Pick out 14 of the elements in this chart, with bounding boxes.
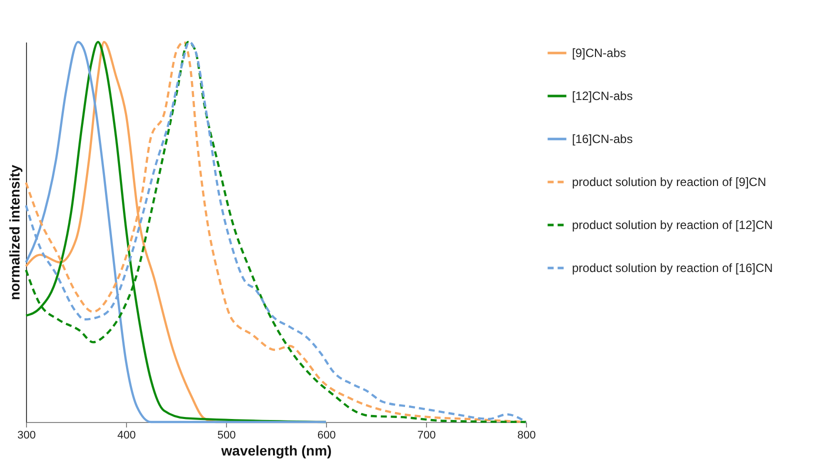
x-tick-label: 800 [517,430,536,442]
x-tick-label: 600 [317,430,336,442]
x-tick-label: 700 [417,430,436,442]
legend-label: [12]CN-abs [572,89,633,103]
x-axis-title: wavelength (nm) [220,442,332,458]
legend-label: product solution by reaction of [12]CN [572,218,773,232]
x-tick-label: 500 [217,430,236,442]
legend-label: product solution by reaction of [16]CN [572,261,773,275]
x-tick-label: 400 [117,430,136,442]
legend-label: [16]CN-abs [572,132,633,146]
x-tick-label: 300 [17,430,36,442]
y-axis-title: normalized intensity [6,164,22,300]
legend-label: [9]CN-abs [572,46,626,60]
legend-label: product solution by reaction of [9]CN [572,175,766,189]
